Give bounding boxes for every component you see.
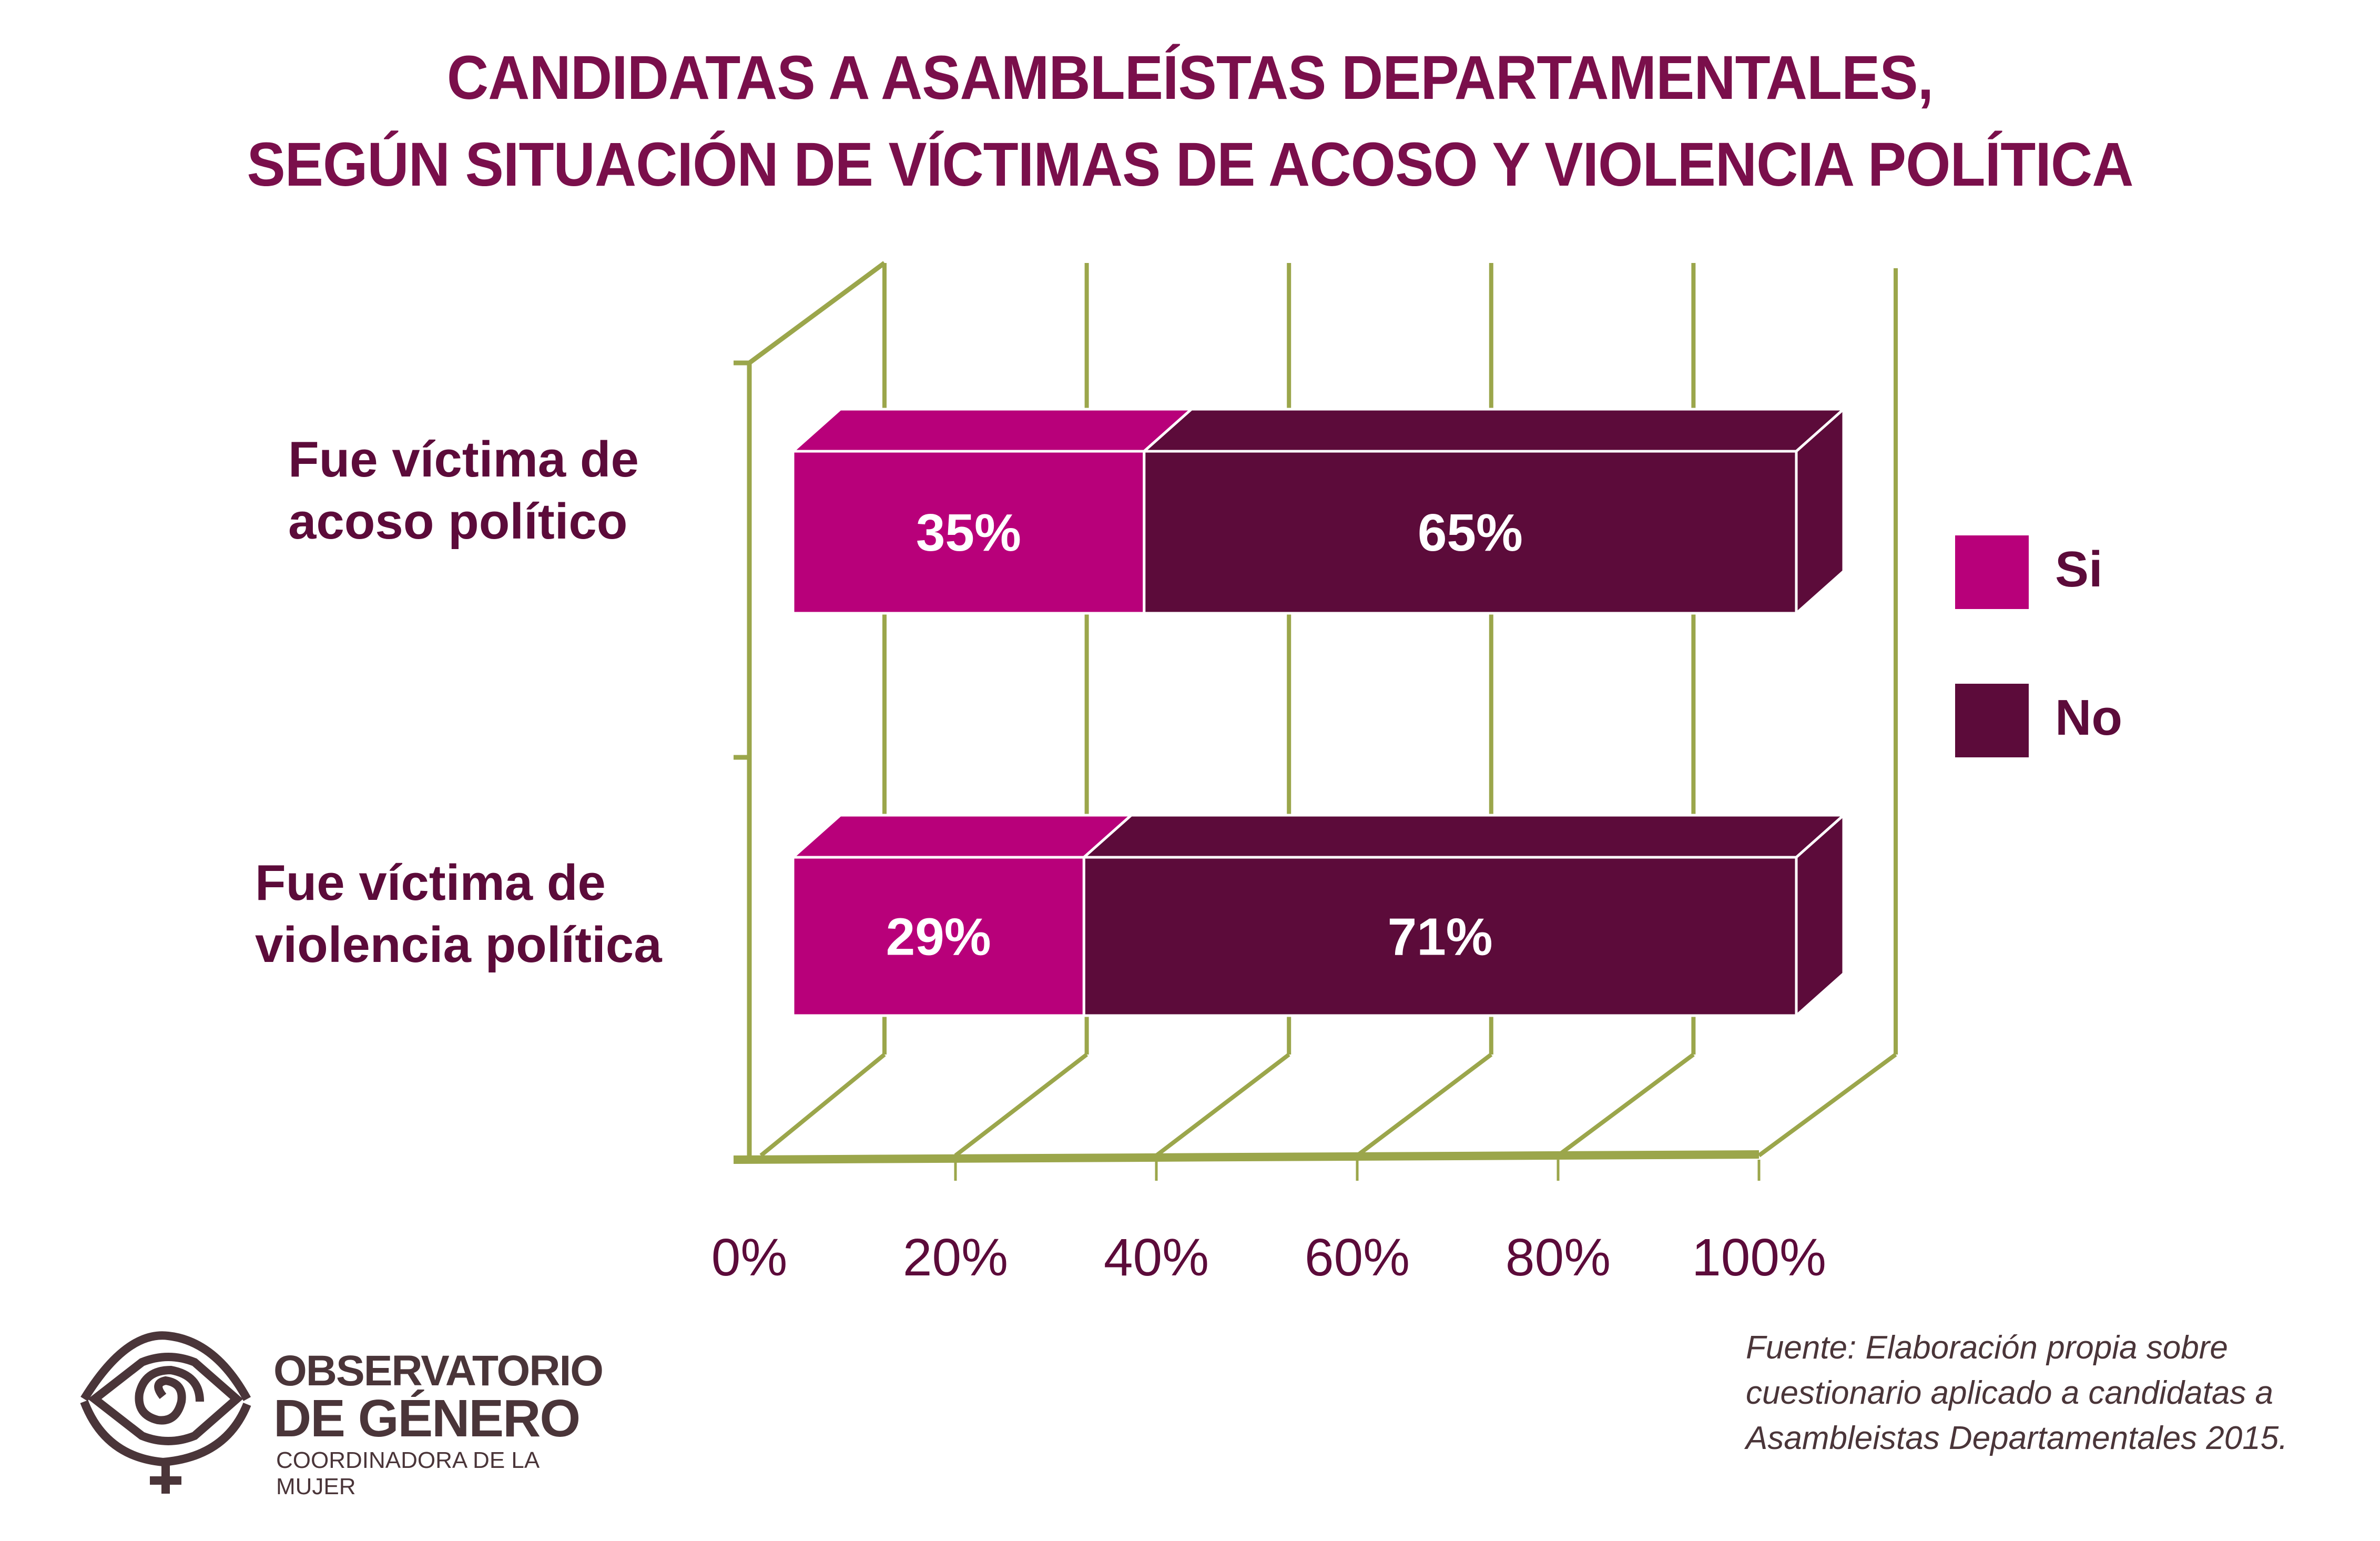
category-label-violencia: Fue víctima de violencia política [255, 852, 662, 976]
source-line: Fuente: Elaboración propia sobre [1746, 1330, 2228, 1366]
x-tick-label: 40% [1104, 1228, 1209, 1287]
x-tick-label: 0% [711, 1228, 788, 1287]
eye-venus-icon [80, 1331, 251, 1494]
data-label: 71% [1388, 908, 1493, 967]
x-tick-label: 100% [1692, 1228, 1826, 1287]
chart-title-line-1: CANDIDATAS A ASAMBLEÍSTAS DEPARTAMENTALE… [446, 43, 1934, 113]
data-label: 65% [1418, 503, 1523, 562]
bar-top-si [789, 814, 1135, 859]
bar-top-no [1080, 814, 1847, 859]
legend-swatch-no [1955, 684, 2029, 757]
observatorio-logo: OBSERVATORIO DE GÉNERO COORDINADORA DE L… [74, 1325, 604, 1499]
category-label-line: Fue víctima de [288, 431, 639, 488]
floor-gridline-40 [1155, 1052, 1290, 1158]
x-axis-line [733, 1150, 1759, 1164]
category-label-line: violencia política [255, 917, 662, 973]
data-label: 29% [886, 908, 991, 967]
floor-gridline-20 [954, 1052, 1089, 1158]
logo-text-coordinadora: COORDINADORA DE LA MUJER [276, 1447, 538, 1499]
y-axis-top-edge [748, 261, 886, 365]
data-label: 35% [916, 503, 1021, 562]
bar-si [791, 856, 1085, 1017]
source-line: Asambleistas Departamentales 2015. [1746, 1420, 2288, 1456]
bar-top-no [1141, 408, 1847, 453]
x-tick-label: 80% [1506, 1228, 1611, 1287]
floor-gridline-0 [759, 1052, 886, 1158]
category-label-line: acoso político [288, 493, 628, 550]
source-line: cuestionario aplicado a candidatas a [1746, 1375, 2274, 1411]
bar-top-si [789, 408, 1195, 453]
bar-side-no [1795, 406, 1845, 616]
category-label-acoso: Fue víctima de acoso político [288, 429, 639, 553]
bar-no [1143, 450, 1798, 615]
chart-title-line-2: SEGÚN SITUACIÓN DE VÍCTIMAS DE ACOSO Y V… [247, 130, 2133, 199]
floor-gridline-60 [1356, 1052, 1493, 1158]
logo-text-observatorio: OBSERVATORIO [273, 1347, 604, 1395]
x-tick-label: 60% [1305, 1228, 1410, 1287]
bar-si [791, 450, 1146, 615]
floor-gridline-80 [1557, 1052, 1695, 1158]
legend-label-no: No [2055, 690, 2122, 746]
bar-side-no [1795, 812, 1845, 1019]
legend-label-si: Si [2055, 541, 2103, 597]
logo-text-de-genero: DE GÉNERO [273, 1389, 581, 1448]
x-tick-label: 20% [903, 1228, 1008, 1287]
legend-swatch-si [1955, 535, 2029, 609]
floor-gridline-100 [1757, 1052, 1897, 1158]
category-label-line: Fue víctima de [255, 855, 606, 911]
source-note: Fuente: Elaboración propia sobre cuestio… [1746, 1325, 2366, 1461]
bar-no [1082, 856, 1798, 1017]
